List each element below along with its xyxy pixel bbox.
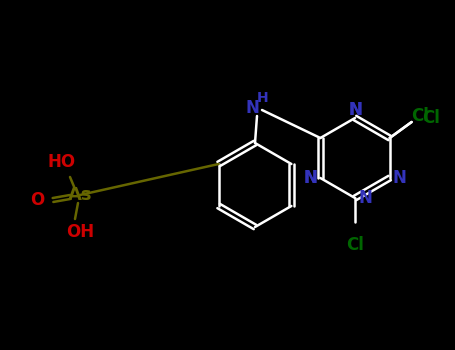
- Text: N: N: [245, 99, 259, 117]
- Text: O: O: [30, 191, 44, 209]
- Text: Cl: Cl: [411, 107, 429, 125]
- Text: N: N: [348, 101, 362, 119]
- Text: N: N: [393, 169, 407, 187]
- Text: OH: OH: [66, 223, 94, 241]
- Text: N: N: [358, 189, 372, 207]
- Text: Cl: Cl: [422, 109, 440, 127]
- Text: N: N: [303, 169, 317, 187]
- Text: HO: HO: [48, 153, 76, 171]
- Text: N: N: [348, 101, 362, 119]
- Text: Cl: Cl: [346, 236, 364, 254]
- Text: As: As: [68, 186, 92, 204]
- Text: N: N: [303, 169, 317, 187]
- Text: H: H: [257, 91, 269, 105]
